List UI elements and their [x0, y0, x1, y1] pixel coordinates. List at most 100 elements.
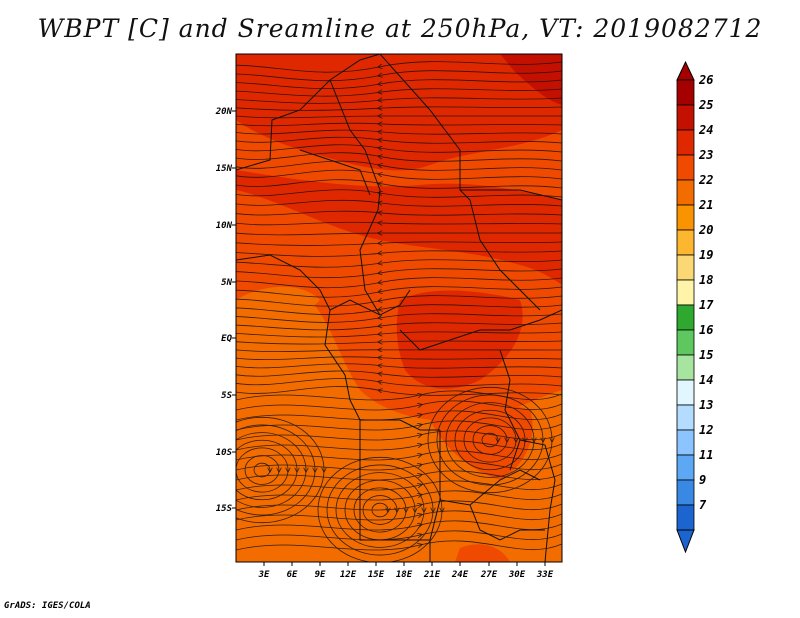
- lon-label: 27E: [480, 570, 498, 580]
- streamline: [236, 179, 562, 189]
- streamline: [236, 304, 562, 315]
- streamline: [427, 386, 552, 494]
- streamline: [236, 123, 562, 126]
- colorbar-swatch: [676, 104, 695, 131]
- lat-label: EQ: [221, 334, 232, 344]
- streamline: [253, 462, 270, 478]
- lat-label: 5N: [221, 278, 232, 288]
- longitude-ticks: [263, 562, 546, 566]
- lon-label: 12E: [340, 570, 357, 580]
- streamline: [236, 424, 315, 516]
- colorbar-swatch: [676, 354, 695, 381]
- streamline: [353, 487, 406, 533]
- streamline: [236, 88, 562, 97]
- streamline: [236, 250, 562, 257]
- colorbar-swatch: [676, 229, 695, 256]
- streamline: [236, 432, 306, 508]
- streamline: [344, 479, 415, 541]
- streamline: [236, 370, 562, 378]
- lon-label: 24E: [451, 570, 469, 580]
- colorbar-label: 22: [698, 173, 713, 187]
- lon-label: 21E: [423, 570, 441, 580]
- streamline: [236, 439, 297, 501]
- streamline: [236, 79, 562, 90]
- streamline: [236, 357, 562, 360]
- colorbar-swatch: [676, 379, 695, 406]
- streamline: [236, 61, 562, 73]
- lon-label: 3E: [258, 570, 270, 580]
- colorbar: 26 25 24 23 22 21 20 19 18 17 16 15 14 13 12 11 9 7: [676, 60, 714, 554]
- streamline: [236, 160, 562, 171]
- streamline: [236, 447, 288, 493]
- lat-label: 10N: [216, 221, 233, 231]
- streamline: [472, 425, 507, 455]
- colorbar-label: 13: [699, 398, 713, 412]
- lat-label: 20N: [215, 107, 233, 117]
- streamline: [236, 416, 324, 524]
- colorbar-swatch: [676, 479, 695, 506]
- colorbar-swatch: [676, 279, 695, 306]
- colorbar-label: 15: [699, 348, 713, 362]
- colorbar-swatch: [676, 129, 695, 156]
- streamline: [236, 259, 562, 268]
- streamline: [236, 450, 562, 461]
- colorbar-over-arrow: [676, 60, 695, 81]
- streamline: [236, 268, 562, 279]
- colorbar-swatch: [676, 254, 695, 281]
- lat-label: 5S: [221, 391, 232, 401]
- lon-label: 15E: [368, 570, 385, 580]
- streamlines: [236, 61, 562, 562]
- streamline: [236, 242, 562, 246]
- streamline: [236, 70, 562, 82]
- streamline: [236, 295, 562, 307]
- colorbar-label: 14: [699, 373, 713, 387]
- colorbar-label: 20: [698, 223, 713, 237]
- streamline: [236, 286, 562, 298]
- grads-credit: GrADS: IGES/COLA: [4, 601, 91, 611]
- lat-label: 15N: [216, 164, 233, 174]
- streamline: [236, 116, 562, 118]
- plot-frame: [235, 53, 563, 563]
- colorbar-label: 11: [699, 448, 713, 462]
- streamline: [236, 169, 562, 180]
- colorbar-label: 19: [699, 248, 713, 262]
- streamline: [236, 460, 562, 471]
- streamline: [463, 417, 516, 463]
- colorbar-swatch: [676, 404, 695, 431]
- streamline: [236, 189, 562, 198]
- wbpt-fill-field: [236, 54, 562, 562]
- streamline: [236, 490, 562, 501]
- streamline: [236, 222, 562, 225]
- streamline: [436, 394, 543, 486]
- colorbar-swatch: [676, 79, 695, 106]
- colorbar-label: 18: [699, 273, 713, 287]
- streamline: [236, 97, 562, 104]
- lon-label: 33E: [536, 570, 554, 580]
- streamline: [236, 480, 562, 491]
- streamline: [236, 390, 562, 401]
- colorbar-swatch: [676, 504, 695, 531]
- streamline: [236, 540, 562, 551]
- streamline: [236, 500, 562, 511]
- streamline: [236, 410, 562, 421]
- lon-label: 9E: [315, 570, 326, 580]
- colorbar-swatch: [676, 304, 695, 331]
- streamline: [236, 199, 562, 207]
- streamline: [317, 456, 442, 562]
- streamline: [236, 233, 562, 235]
- streamline: [236, 331, 562, 338]
- streamline: [236, 510, 562, 521]
- streamline: [236, 313, 562, 323]
- colorbar-label: 12: [699, 423, 713, 437]
- streamline: [236, 430, 562, 441]
- streamline: [454, 409, 525, 471]
- streamline: [244, 455, 279, 485]
- streamline: [236, 530, 562, 541]
- streamline: [236, 322, 562, 331]
- streamline: [236, 136, 562, 144]
- streamline: [236, 364, 562, 369]
- colorbar-label: 16: [699, 323, 713, 337]
- colorbar-swatch: [676, 154, 695, 181]
- streamline: [236, 130, 562, 135]
